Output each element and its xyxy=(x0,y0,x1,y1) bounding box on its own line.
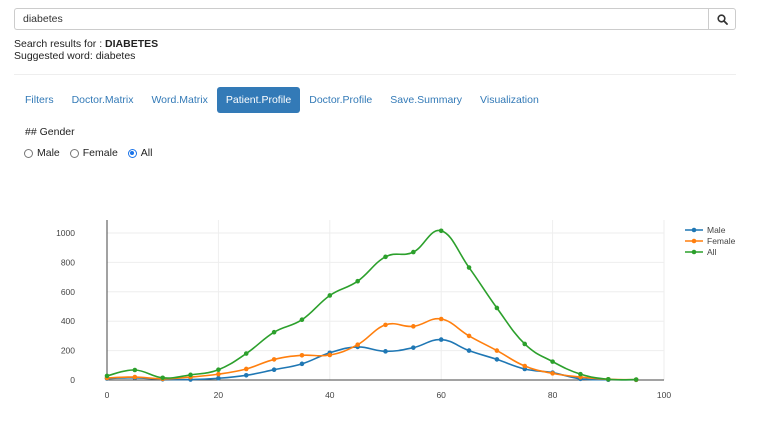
data-point-male xyxy=(383,349,388,354)
data-point-male xyxy=(243,372,249,378)
y-tick-label: 0 xyxy=(70,375,75,385)
data-point-all xyxy=(160,375,165,381)
data-point-male xyxy=(466,348,472,353)
tab-doctor-profile[interactable]: Doctor.Profile xyxy=(309,94,373,106)
tab-save-summary[interactable]: Save.Summary xyxy=(390,94,463,106)
data-point-female xyxy=(550,371,555,376)
gender-age-line-chart: 0 200 400 600 800 1000 0 20 40 60 80 100 MaleFemaleA… xyxy=(56,220,736,400)
legend-label-female: Female xyxy=(707,236,736,246)
divider xyxy=(14,74,736,75)
data-point-all xyxy=(271,329,277,335)
data-point-female xyxy=(411,324,416,329)
data-point-female xyxy=(522,363,528,369)
data-point-all xyxy=(606,376,611,382)
data-point-all xyxy=(578,371,583,377)
data-point-all xyxy=(216,367,221,373)
data-point-male xyxy=(411,345,416,350)
search-icon xyxy=(716,13,728,25)
search-input[interactable] xyxy=(14,8,708,30)
radio-female[interactable]: Female xyxy=(69,147,118,159)
data-point-male xyxy=(494,357,500,362)
legend-label-all: All xyxy=(707,247,717,257)
data-point-female xyxy=(271,357,277,362)
x-tick-label: 60 xyxy=(436,390,446,400)
data-point-female xyxy=(466,333,472,339)
radio-female-circle[interactable] xyxy=(69,148,79,158)
legend-marker-male xyxy=(691,227,697,233)
data-point-all xyxy=(132,367,138,373)
section-heading: ## Gender xyxy=(25,126,75,138)
data-point-all xyxy=(355,278,360,284)
data-point-female xyxy=(494,348,500,353)
x-tick-label: 20 xyxy=(214,390,224,400)
x-tick-label: 100 xyxy=(657,390,671,400)
radio-male-label: Male xyxy=(37,147,60,159)
tab-bar: Filters Doctor.Matrix Word.Matrix Patien… xyxy=(16,87,548,113)
x-tick-label: 40 xyxy=(325,390,335,400)
x-tick-label: 80 xyxy=(548,390,558,400)
series-line-all xyxy=(106,229,637,381)
data-point-male xyxy=(216,375,221,381)
legend-marker-all xyxy=(691,249,697,255)
data-point-female xyxy=(355,342,360,348)
y-tick-label: 1000 xyxy=(56,228,75,238)
data-point-female xyxy=(438,316,444,322)
data-point-female xyxy=(383,322,388,328)
data-point-female xyxy=(327,352,333,358)
data-point-all xyxy=(188,372,193,378)
data-point-female xyxy=(299,353,305,358)
data-point-all xyxy=(550,359,555,364)
tab-patient-profile[interactable]: Patient.Profile xyxy=(216,87,301,113)
gender-radio-group: Male Female All xyxy=(24,147,162,159)
radio-male-circle[interactable] xyxy=(24,148,33,158)
data-point-all xyxy=(299,317,305,323)
tab-filters[interactable]: Filters xyxy=(25,94,54,106)
data-point-all xyxy=(494,305,500,311)
data-point-female xyxy=(243,366,249,372)
data-point-male xyxy=(438,337,444,342)
radio-all-label: All xyxy=(140,147,153,159)
y-tick-label: 400 xyxy=(61,316,75,326)
x-tick-label: 0 xyxy=(105,390,110,400)
legend-label-male: Male xyxy=(707,225,726,235)
y-tick-label: 800 xyxy=(61,257,75,267)
tab-visualization[interactable]: Visualization xyxy=(480,94,539,106)
results-prefix: Search results for : xyxy=(14,38,106,50)
suggested-word: Suggested word: diabetes xyxy=(14,50,136,62)
data-point-all xyxy=(522,341,528,347)
data-point-female xyxy=(216,371,221,377)
radio-male[interactable]: Male xyxy=(24,147,60,159)
radio-all[interactable]: All xyxy=(127,147,153,159)
data-point-male xyxy=(271,367,277,373)
search-button[interactable] xyxy=(708,8,736,30)
data-point-all xyxy=(383,254,388,260)
radio-female-label: Female xyxy=(82,147,118,159)
y-tick-label: 200 xyxy=(61,346,75,356)
tab-doctor-matrix[interactable]: Doctor.Matrix xyxy=(71,94,134,106)
data-point-all xyxy=(327,293,333,298)
tab-word-matrix[interactable]: Word.Matrix xyxy=(151,94,208,106)
data-point-female xyxy=(132,374,138,380)
y-tick-label: 600 xyxy=(61,287,75,297)
data-point-all xyxy=(633,377,639,382)
search-bar xyxy=(14,8,736,30)
data-point-all xyxy=(243,351,249,356)
radio-all-circle[interactable] xyxy=(127,148,137,158)
legend-marker-female xyxy=(691,238,697,244)
search-results-line: Search results for : DIABETES xyxy=(14,38,158,50)
results-term: DIABETES xyxy=(105,38,159,50)
series-line-female xyxy=(106,317,637,381)
data-point-all xyxy=(438,228,444,234)
data-point-all xyxy=(411,249,416,255)
data-point-all xyxy=(466,265,472,270)
data-point-all xyxy=(104,373,110,379)
data-point-male xyxy=(299,361,305,367)
